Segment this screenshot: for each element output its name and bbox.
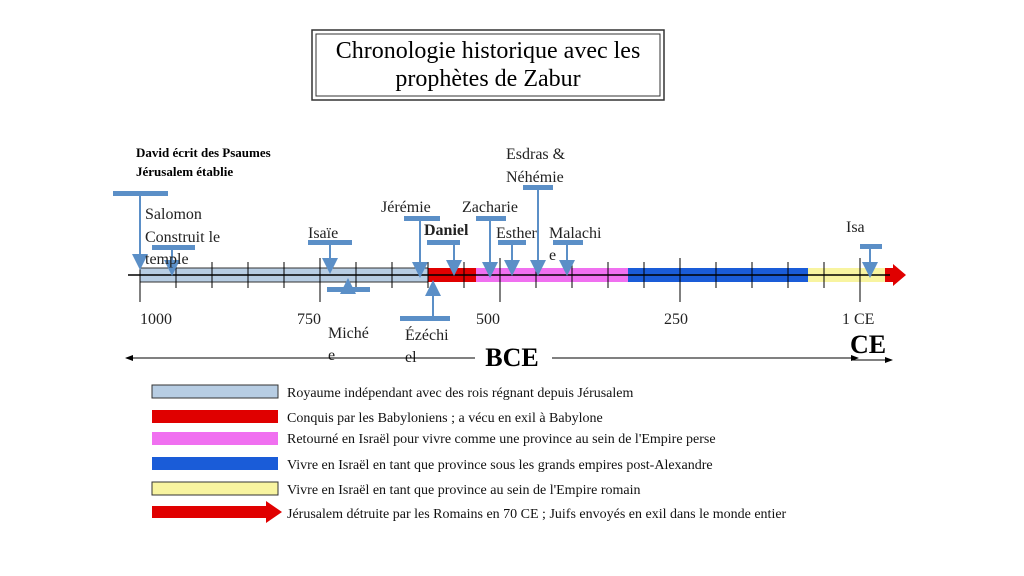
note: Jérusalem établie — [136, 164, 233, 179]
title-box — [311, 29, 665, 101]
prophet-label: Daniel — [424, 222, 469, 239]
prophet-label: Isaïe — [308, 225, 338, 242]
prophet-label: Néhémie — [506, 169, 564, 186]
tick-label: 750 — [297, 311, 321, 328]
prophet-label: Esdras & — [506, 146, 566, 163]
title: prophètes de Zabur — [395, 66, 580, 92]
legend-swatch — [152, 501, 282, 523]
legend-swatch — [152, 410, 278, 423]
markers — [113, 185, 882, 321]
tick-label: 500 — [476, 311, 500, 328]
title-box-inner — [315, 33, 661, 97]
legend-label: Royaume indépendant avec des rois régnan… — [287, 386, 634, 401]
legend-swatch — [152, 457, 278, 470]
prophet-label: e — [328, 347, 335, 364]
era-label: CE — [850, 330, 886, 359]
prophet-label: Ézéchi — [405, 325, 449, 344]
legend-label: Conquis par les Babyloniens ; a vécu en … — [287, 411, 603, 426]
prophet-label: Zacharie — [462, 199, 518, 216]
legend-label: Vivre en Israël en tant que province au … — [287, 483, 641, 498]
legend-label: Jérusalem détruite par les Romains en 70… — [287, 507, 787, 522]
prophet-label: Isa — [846, 219, 865, 236]
prophet-label: Miché — [328, 325, 369, 342]
era-label: BCE — [485, 343, 538, 372]
tick-label: 1000 — [140, 311, 172, 328]
prophet-label: e — [549, 247, 556, 264]
prophet-label: Construit le — [145, 229, 220, 246]
tick-label: 250 — [664, 311, 688, 328]
prophet-label: Esther — [496, 225, 538, 242]
title: Chronologie historique avec les — [336, 38, 641, 64]
legend-label: Retourné en Israël pour vivre comme une … — [287, 432, 716, 447]
prophet-label: temple — [145, 251, 189, 268]
legend-swatch — [151, 384, 279, 399]
note: David écrit des Psaumes — [136, 145, 271, 160]
legend-swatch — [151, 481, 279, 496]
prophet-label: Malachi — [549, 225, 602, 242]
period-arrow — [885, 264, 906, 286]
prophet-label: Jérémie — [381, 199, 431, 216]
prophet-label: Salomon — [145, 206, 202, 223]
legend-swatch — [152, 432, 278, 445]
legend-label: Vivre en Israël en tant que province sou… — [287, 458, 713, 473]
tick-label: 1 CE — [842, 311, 874, 328]
